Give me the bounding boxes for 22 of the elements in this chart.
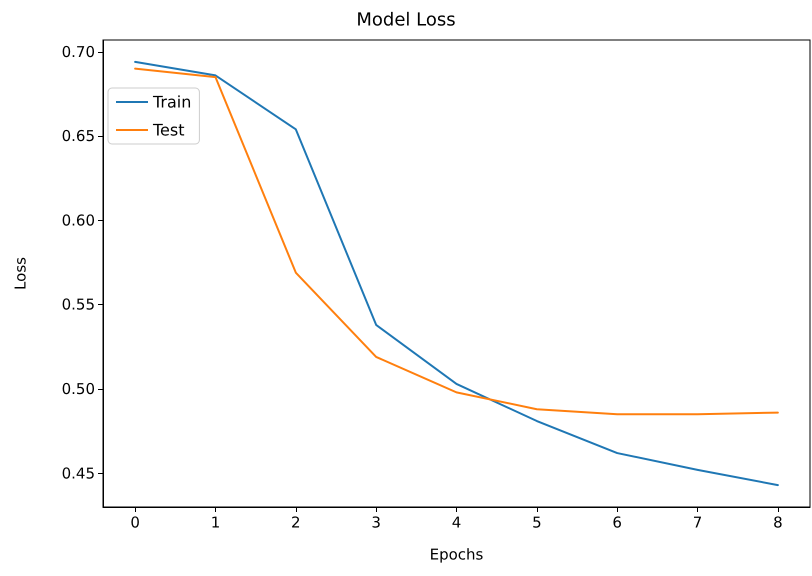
line-series: [134, 68, 779, 416]
y-tick-label: 0.65: [62, 127, 95, 146]
x-tick-label: 6: [612, 514, 622, 532]
y-tick-label: 0.55: [62, 296, 95, 314]
x-tick-label: 3: [371, 514, 381, 532]
x-tick-label: 8: [773, 514, 783, 532]
x-tick-label: 4: [452, 514, 462, 532]
x-tick-label: 0: [130, 514, 140, 532]
y-tick-label: 0.70: [62, 42, 95, 61]
x-tick-label: 5: [532, 514, 542, 532]
legend-label: Test: [152, 120, 185, 140]
line-series: [134, 60, 779, 486]
x-axis-title: Epochs: [430, 546, 484, 564]
chart-title: Model Loss: [356, 10, 456, 30]
x-tick-label: 7: [692, 514, 702, 532]
x-tick-label: 2: [291, 514, 301, 532]
y-tick-label: 0.60: [62, 211, 95, 230]
y-tick-label: 0.45: [62, 464, 95, 482]
y-axis-title: Loss: [12, 256, 30, 290]
y-tick-label: 0.50: [62, 380, 95, 398]
legend-label: Train: [152, 92, 192, 112]
x-tick-label: 1: [210, 514, 220, 532]
